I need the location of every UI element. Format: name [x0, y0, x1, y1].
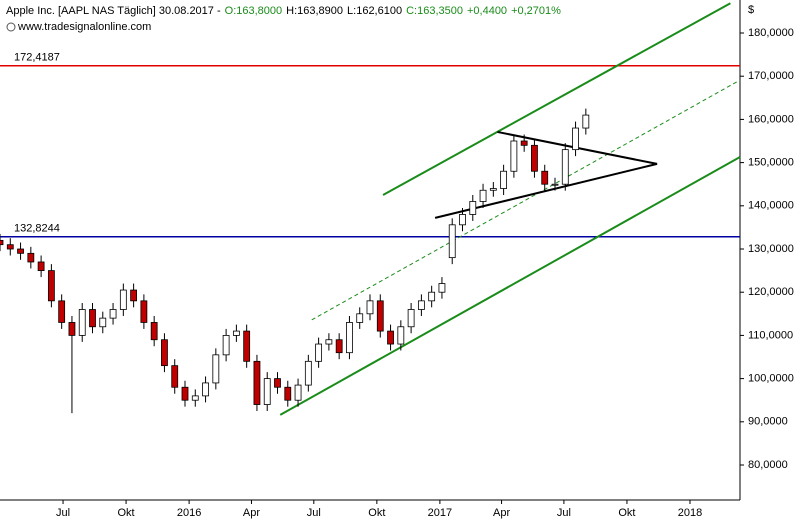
- candle-body: [541, 170, 549, 185]
- x-tick-label: Okt: [368, 507, 385, 519]
- header-close: C:163,3500: [406, 5, 463, 17]
- candle-body: [459, 214, 466, 226]
- x-tick-label: 2016: [177, 507, 201, 519]
- trend-line: [279, 156, 741, 416]
- header-open: O:163,8000: [225, 5, 283, 17]
- x-tick-label: Okt: [118, 507, 135, 519]
- candle-body: [274, 378, 281, 388]
- candle-body: [479, 189, 487, 202]
- x-tick-label: 2017: [428, 507, 452, 519]
- y-tick-label: 100,0000: [748, 373, 794, 385]
- candle-body: [243, 330, 251, 362]
- source-icon: [6, 22, 16, 32]
- candle-body: [510, 140, 518, 172]
- y-unit: $: [748, 4, 754, 16]
- candle-body: [469, 201, 477, 215]
- y-tick-label: 110,0000: [748, 329, 793, 341]
- candle-body: [119, 289, 127, 310]
- candle-body: [6, 244, 14, 250]
- y-tick-label: 170,0000: [748, 70, 794, 82]
- horizontal-line-label: 172,4187: [14, 52, 60, 64]
- candle-body: [130, 289, 138, 302]
- candle-body: [17, 248, 24, 254]
- x-tick-label: Apr: [243, 507, 260, 519]
- candle-body: [161, 339, 168, 367]
- y-tick-label: 150,0000: [748, 157, 794, 169]
- x-tick-label: 2018: [678, 507, 702, 519]
- header-high: H:163,8900: [286, 5, 343, 17]
- y-tick-label: 80,0000: [748, 459, 788, 471]
- header-title: Apple Inc. [AAPL NAS Täglich] 30.08.2017…: [6, 5, 221, 17]
- candle-body: [376, 300, 384, 332]
- horizontal-line-label: 132,8244: [14, 223, 60, 235]
- y-tick-label: 120,0000: [748, 286, 794, 298]
- candle-body: [417, 300, 425, 310]
- candle-body: [387, 330, 394, 345]
- source: www.tradesignalonline.com: [17, 21, 151, 33]
- candle-body: [222, 335, 230, 356]
- candle-body: [304, 360, 312, 386]
- candle-body: [551, 183, 559, 186]
- header-change: +0,4400: [467, 5, 507, 17]
- candle-body: [212, 354, 220, 384]
- candle-body: [572, 127, 579, 151]
- candle-body: [335, 339, 343, 354]
- y-tick-label: 140,0000: [748, 200, 794, 212]
- candle-body: [253, 360, 261, 405]
- x-tick-label: Apr: [493, 507, 510, 519]
- header-change-pct: +0,2701%: [511, 5, 561, 17]
- candle-body: [89, 309, 96, 328]
- x-tick-label: Jul: [557, 507, 571, 519]
- candle-body: [78, 309, 86, 336]
- candle-body: [68, 322, 76, 336]
- trend-line: [382, 2, 731, 196]
- candle-body: [171, 365, 179, 388]
- candle-body: [202, 382, 209, 397]
- trend-line: [311, 79, 741, 321]
- candle-body: [582, 114, 590, 129]
- candle-body: [325, 339, 333, 345]
- candle-body: [561, 149, 569, 185]
- y-tick-label: 160,0000: [748, 113, 794, 125]
- y-tick-label: 90,0000: [748, 416, 788, 428]
- candle-body: [37, 261, 45, 272]
- candle-body: [232, 330, 240, 336]
- chart-header: Apple Inc. [AAPL NAS Täglich] 30.08.2017…: [6, 5, 561, 17]
- y-tick-label: 130,0000: [748, 243, 794, 255]
- header-low: L:162,6100: [347, 5, 402, 17]
- candle-body: [356, 313, 364, 323]
- candle-body: [346, 322, 353, 354]
- candle-body: [109, 309, 117, 319]
- candle-body: [58, 300, 66, 323]
- candle-body: [191, 395, 199, 401]
- x-tick-label: Okt: [618, 507, 635, 519]
- candle-body: [428, 291, 436, 302]
- candle-body: [284, 386, 292, 401]
- x-tick-label: Jul: [307, 507, 321, 519]
- candle-body: [315, 343, 323, 362]
- candle-body: [99, 317, 107, 328]
- candle-body: [489, 188, 497, 191]
- candle-body: [27, 252, 35, 263]
- candle-body: [448, 224, 456, 259]
- candle-body: [500, 170, 508, 189]
- candle-body: [181, 386, 189, 401]
- candle-body: [47, 270, 55, 302]
- candle-body: [531, 144, 538, 172]
- candle-body: [0, 239, 4, 246]
- candle-body: [263, 378, 271, 405]
- candle-body: [407, 309, 415, 328]
- candle-body: [366, 300, 374, 315]
- candle-body: [397, 326, 405, 345]
- candle-body: [150, 322, 158, 341]
- x-tick-label: Jul: [56, 507, 70, 519]
- y-tick-label: 180,0000: [748, 27, 794, 39]
- candle-body: [294, 384, 302, 401]
- candle-body: [520, 140, 528, 146]
- candle-body: [438, 283, 446, 293]
- candle-body: [140, 300, 148, 323]
